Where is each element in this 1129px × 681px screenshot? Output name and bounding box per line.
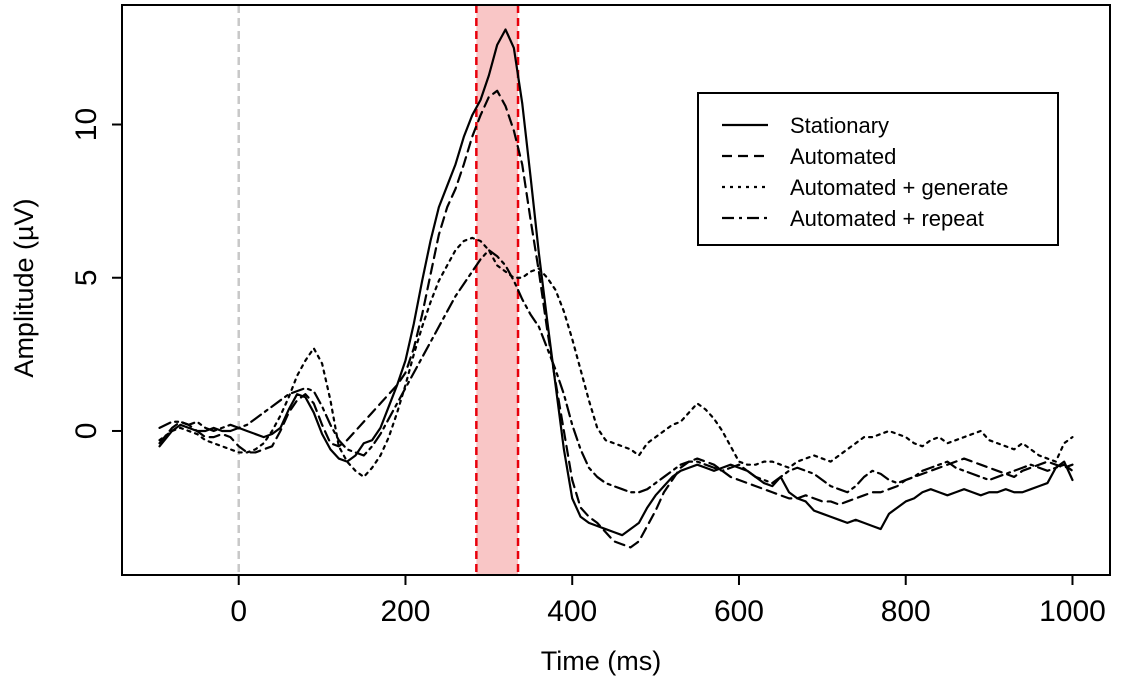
x-tick-label: 0 xyxy=(230,595,247,628)
x-tick-label: 600 xyxy=(714,595,764,628)
y-tick-label: 5 xyxy=(70,269,103,286)
y-axis-title: Amplitude (µV) xyxy=(9,198,39,377)
legend-label-4: Automated + repeat xyxy=(790,206,984,231)
x-tick-label: 400 xyxy=(547,595,597,628)
x-axis-title: Time (ms) xyxy=(541,646,661,676)
legend-label-2: Automated xyxy=(790,144,896,169)
y-tick-label: 10 xyxy=(70,108,103,141)
x-tick-label: 200 xyxy=(380,595,430,628)
legend-label-1: Stationary xyxy=(790,113,889,138)
x-tick-label: 1000 xyxy=(1039,595,1106,628)
legend-label-3: Automated + generate xyxy=(790,175,1008,200)
x-tick-label: 800 xyxy=(881,595,931,628)
y-tick-label: 0 xyxy=(70,423,103,440)
series-line-4 xyxy=(160,250,1073,492)
legend: Stationary Automated Automated + generate A… xyxy=(698,93,1058,245)
series-line-3 xyxy=(160,238,1073,477)
